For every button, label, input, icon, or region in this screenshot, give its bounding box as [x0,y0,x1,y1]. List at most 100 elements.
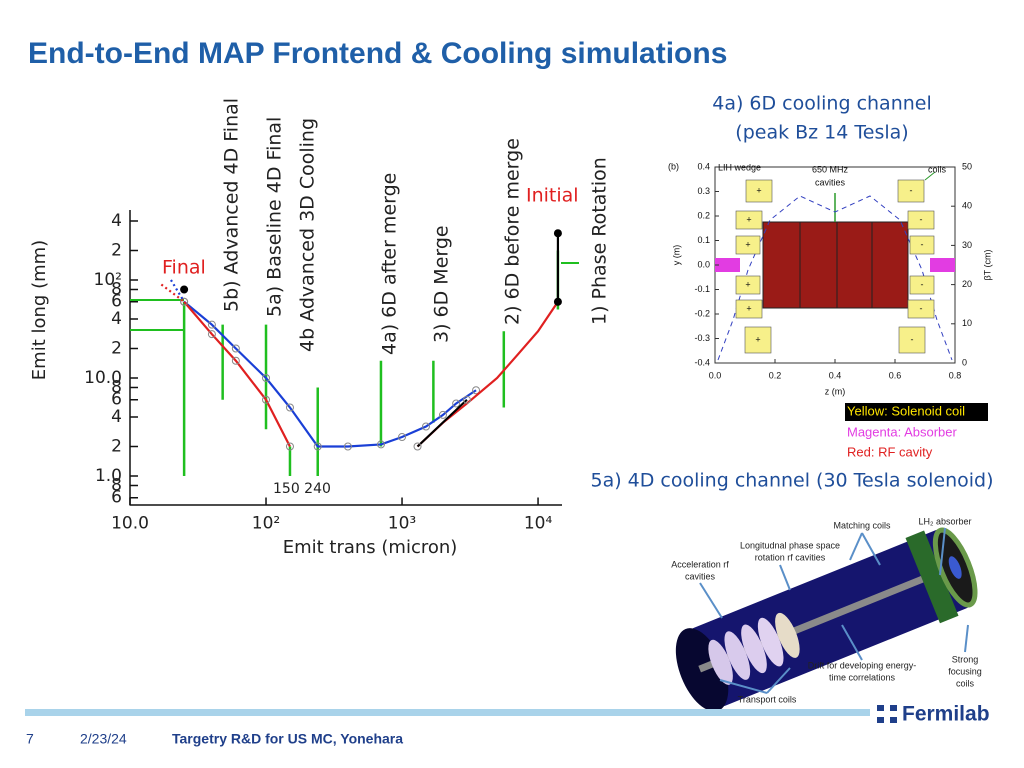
coil-sign: + [745,279,750,289]
x-tick-label: 10³ [388,514,416,534]
x-tick-label: 10² [252,514,280,534]
rf-disc [741,624,767,674]
slide-title: End-to-End MAP Frontend & Cooling simula… [28,37,727,70]
y-tick-label: 2 [111,338,122,358]
series-line [183,301,291,447]
solenoid-drawing [675,527,978,712]
right-tick-label: 20 [962,279,972,289]
rf-cavity [762,221,909,309]
panel-heading: 4a) 6D cooling channel [712,93,932,115]
solenoid-coil [735,275,761,295]
series-line [416,398,468,448]
data-point [553,297,562,306]
rf-disc [724,631,751,680]
arrow [861,532,881,566]
coil-sign: - [921,239,924,249]
callout-arrows [699,527,969,694]
callout-label: rotation rf cavities [755,552,826,562]
x-tick-label: 0.0 [709,370,722,380]
coil-sign: - [910,185,913,195]
data-point [313,442,322,451]
y-tick-label: 6 [111,390,122,410]
callout-label: time correlations [829,672,896,682]
absorber-core [948,556,962,579]
solenoid-coil [898,326,926,354]
arrow [699,582,723,619]
solenoid-coil [907,210,935,230]
y-tick-label: -0.1 [694,284,710,294]
x-tick-label: 0.4 [829,370,842,380]
page-number: 7 [26,731,34,747]
right-axis-title: βT (cm) [982,249,992,280]
right-tick-label: 50 [962,161,972,171]
callout-label: Longitudnal phase space [740,540,840,550]
solenoid-coil [744,326,772,354]
final-label: Final [162,257,206,279]
callout-label: Strong [952,654,979,664]
data-point [438,410,447,419]
y-tick-label: 0.4 [697,161,710,171]
panel-heading: (peak Bz 14 Tesla) [735,122,908,144]
data-point [285,442,294,451]
rf-disc [708,639,733,685]
y-tick-label: 1.0 [95,466,122,486]
series-line [170,279,186,303]
callout-label: Matching coils [833,520,891,530]
y-tick-label: 2 [111,240,122,260]
coil-sign: - [911,334,914,344]
y-tick-label: 0.0 [697,259,710,269]
arrow [939,527,946,576]
data-point [180,285,189,294]
footer-bar [25,709,870,716]
data-point [472,386,481,395]
y-tick-label: -0.4 [694,357,710,367]
emittance-chart: Emit long (mm) Emit trans (micron) Final… [29,98,611,558]
callout-label: Acceleration rf [671,559,729,569]
coil-sign: + [745,239,750,249]
y-tick-label: 10² [94,270,122,290]
y-tick-label: -0.3 [694,333,710,343]
y-tick-label: 10.0 [84,368,122,388]
y-tick-label: 4 [111,407,122,427]
arrow [719,679,768,694]
footer-text: Targetry R&D for US MC, Yonehara [172,731,403,747]
rf-disc [757,617,784,667]
data-point [398,433,407,442]
coil-sign: - [921,279,924,289]
x-tick-label: 0.2 [769,370,782,380]
series-line [183,300,477,448]
data-point [207,330,216,339]
wedge-label: LIH wedge [718,162,761,172]
stage-label: 5a) Baseline 4D Final [264,117,286,317]
stage-label: 4a) 6D after merge [379,173,401,355]
right-tick-label: 30 [962,240,972,250]
y-tick-label: 0.1 [697,235,710,245]
logo-mark [877,711,897,717]
coils-label: coils [928,164,947,174]
legend-red: Red: RF cavity [847,444,933,459]
data-point [180,297,189,306]
stage-label: 1) Phase Rotation [589,157,611,325]
arrow [766,667,791,694]
data-point [462,395,471,404]
pointer [924,171,936,181]
solenoid-coil [909,235,935,255]
coil-sign: - [920,303,923,313]
solenoid-coil [897,179,925,203]
x-tick-label: 10.0 [111,514,149,534]
logo-text: Fermilab [902,703,990,726]
callout-label: LH₂ absorber [918,516,971,526]
data-point [376,440,385,449]
data-point [285,403,294,412]
legend-magenta: Magenta: Absorber [847,424,958,439]
fermilab-logo: Fermilab [877,703,990,726]
y-axis-title: Emit long (mm) [29,240,50,380]
x-tick-label: 0.6 [889,370,902,380]
x-axis-title: Emit trans (micron) [283,537,458,558]
solenoid-coil [735,210,763,230]
callout-label: cavities [685,571,716,581]
y-tick-label: 6 [111,292,122,312]
y-tick-label: 4 [111,211,122,231]
y-tick-label: 6 [111,488,122,508]
